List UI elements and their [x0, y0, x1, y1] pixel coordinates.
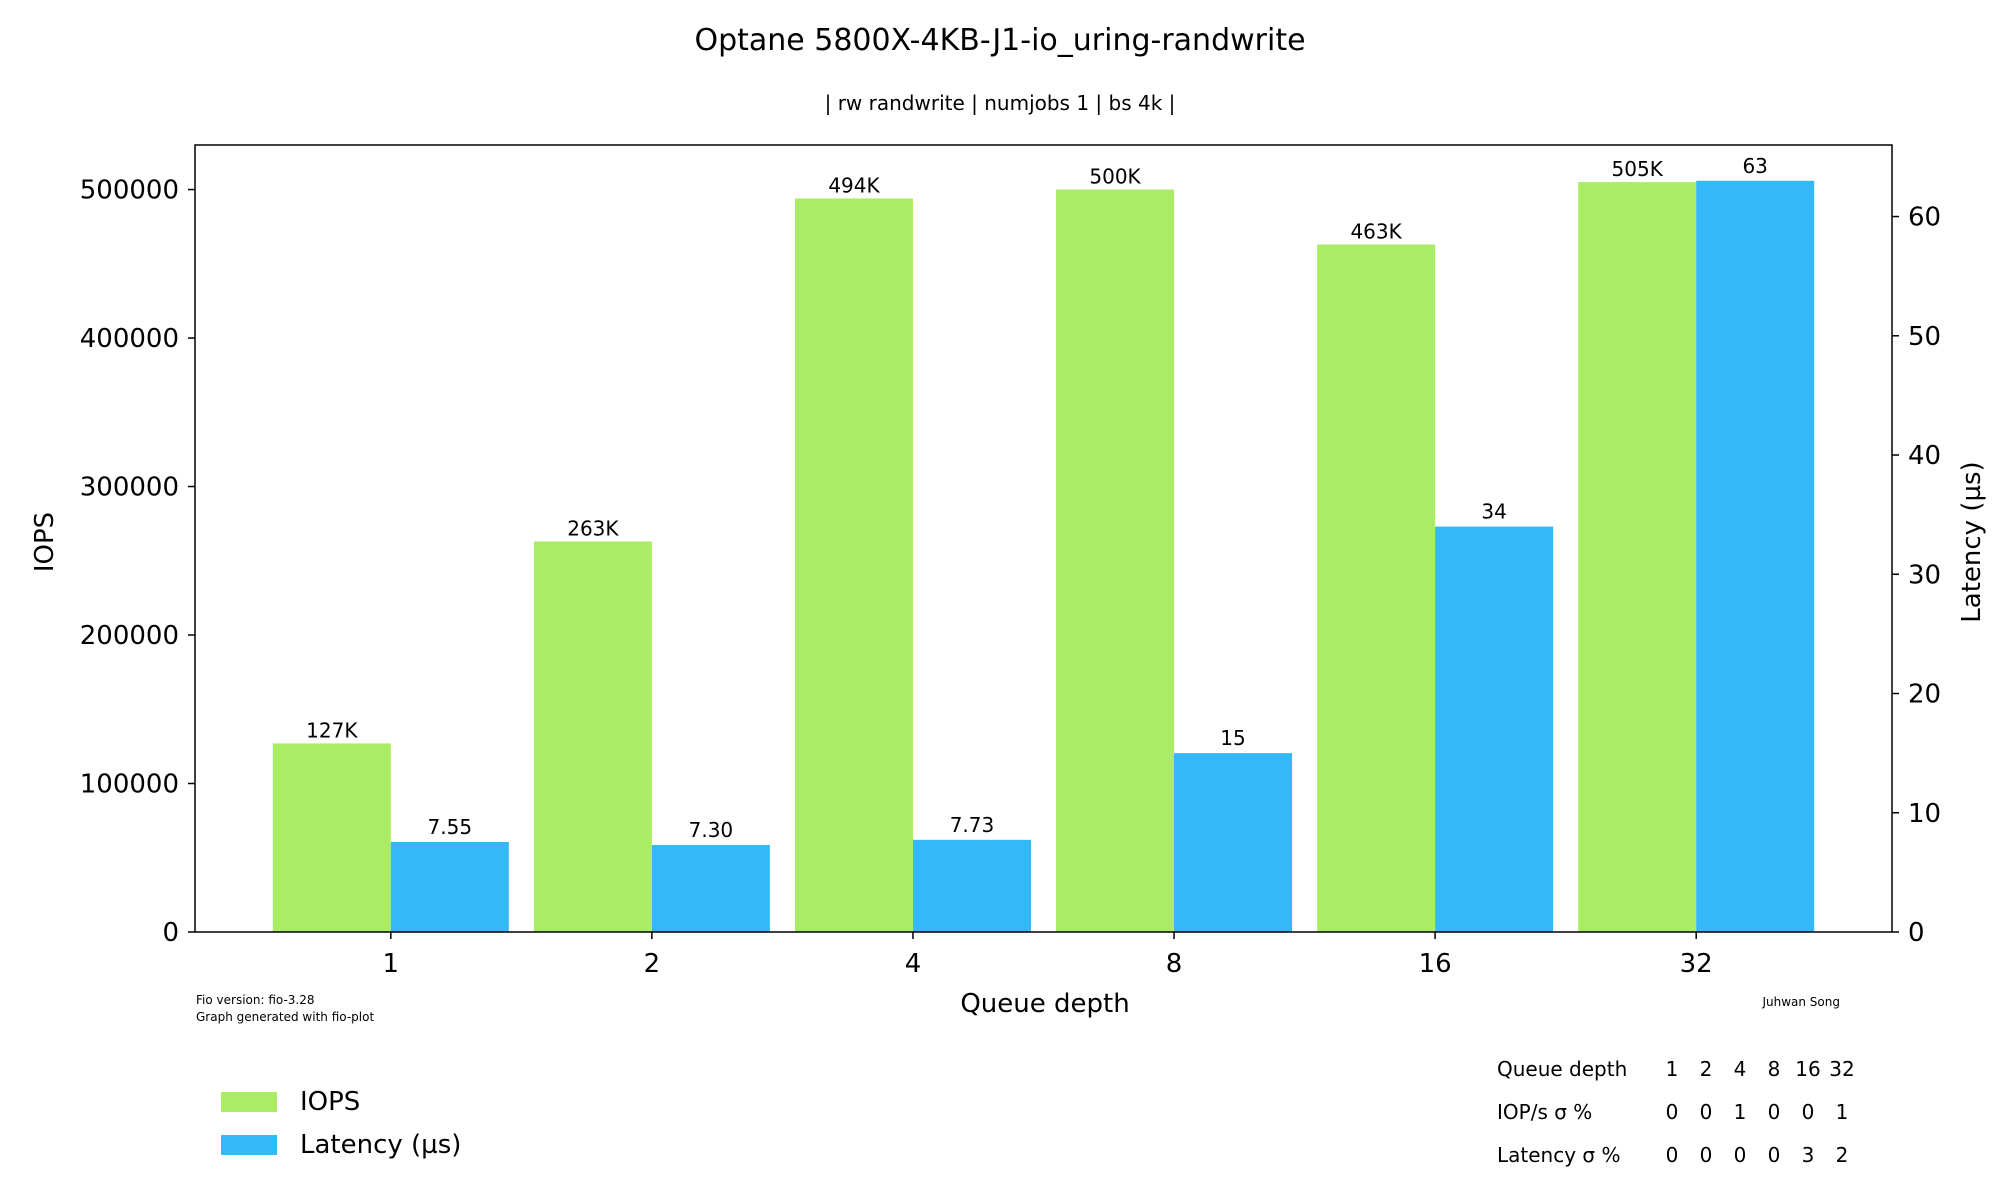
- iops-data-label: 494K: [828, 173, 880, 197]
- table-cell: 0: [1700, 1100, 1713, 1124]
- x-tick-label: 1: [383, 949, 400, 979]
- axes-layer: 1 2 4 8 16 32 0 100000 200000 300000 400000 500000 0…: [80, 144, 1941, 979]
- y-tick-label: 300000: [80, 473, 179, 503]
- y-tick-label: 200000: [80, 621, 179, 651]
- chart-title: Optane 5800X-4KB-J1-io_uring-randwrite: [694, 23, 1305, 58]
- y-tick-label: 100000: [80, 770, 179, 800]
- y2-tick-label: 40: [1908, 441, 1941, 471]
- x-tick-label: 8: [1166, 949, 1183, 979]
- latency-bar: [1696, 180, 1815, 933]
- iops-bar: [272, 743, 391, 932]
- latency-data-label: 7.73: [950, 813, 995, 837]
- y-tick-label: 0: [162, 918, 179, 948]
- latency-bar: [390, 841, 509, 932]
- plot-frame: [194, 144, 1893, 933]
- table-cell: 1: [1734, 1100, 1747, 1124]
- y2-tick-label: 0: [1908, 918, 1925, 948]
- y-tick-label: 400000: [80, 324, 179, 354]
- latency-bar: [1435, 526, 1554, 932]
- table-cell: 0: [1768, 1143, 1781, 1167]
- latency-bar: [912, 839, 1031, 932]
- iops-bar: [533, 541, 652, 932]
- y2-tick-label: 20: [1908, 680, 1941, 710]
- table-cell: 0: [1666, 1100, 1679, 1124]
- bars-layer: 127K 7.55 263K 7.30 494K 7.73 500K 15 463K 34 505K…: [272, 154, 1815, 933]
- latency-data-label: 63: [1742, 154, 1767, 178]
- latency-data-label: 15: [1220, 726, 1245, 750]
- iops-bar: [794, 198, 913, 932]
- iops-bar: [1578, 182, 1697, 933]
- footnote-generator: Graph generated with fio-plot: [196, 1010, 374, 1024]
- table-cell: 0: [1700, 1143, 1713, 1167]
- table-cell: 0: [1734, 1143, 1747, 1167]
- footnote-author: Juhwan Song: [1761, 995, 1840, 1009]
- table-cell: 0: [1666, 1143, 1679, 1167]
- iops-data-label: 463K: [1350, 219, 1402, 243]
- footnote-version: Fio version: fio-3.28: [196, 993, 315, 1007]
- table-cell: 0: [1802, 1100, 1815, 1124]
- table-cell: 1: [1836, 1100, 1849, 1124]
- legend-swatch-iops: [221, 1092, 277, 1112]
- table-cell: 32: [1829, 1057, 1854, 1081]
- iops-data-label: 500K: [1089, 165, 1141, 189]
- table-cell: 8: [1768, 1057, 1781, 1081]
- legend-label-iops: IOPS: [300, 1087, 360, 1117]
- table-cell: 4: [1734, 1057, 1747, 1081]
- table-cell: 0: [1768, 1100, 1781, 1124]
- latency-data-label: 7.55: [428, 815, 473, 839]
- x-tick-label: 16: [1419, 949, 1452, 979]
- table-row-label: Latency σ %: [1497, 1143, 1620, 1167]
- latency-data-label: 7.30: [689, 818, 734, 842]
- chart-subtitle: | rw randwrite | numjobs 1 | bs 4k |: [825, 91, 1176, 115]
- table-cell: 2: [1700, 1057, 1713, 1081]
- table-cell: 16: [1795, 1057, 1820, 1081]
- iops-data-label: 127K: [306, 718, 358, 742]
- iops-bar: [1317, 244, 1436, 933]
- y2-axis-label: Latency (µs): [1957, 461, 1987, 622]
- table-cell: 3: [1802, 1143, 1815, 1167]
- latency-bar: [1174, 753, 1293, 932]
- y2-tick-label: 10: [1908, 799, 1941, 829]
- table-cell: 1: [1666, 1057, 1679, 1081]
- y2-tick-label: 30: [1908, 560, 1941, 590]
- table-row-label: Queue depth: [1497, 1057, 1627, 1081]
- y2-tick-label: 50: [1908, 322, 1941, 352]
- latency-data-label: 34: [1481, 500, 1506, 524]
- x-tick-label: 4: [905, 949, 922, 979]
- latency-bar: [651, 844, 770, 932]
- table-cell: 2: [1836, 1143, 1849, 1167]
- legend-swatch-latency: [221, 1135, 277, 1155]
- y-tick-label: 500000: [80, 176, 179, 206]
- x-tick-label: 32: [1680, 949, 1713, 979]
- x-axis-label: Queue depth: [960, 989, 1129, 1019]
- iops-data-label: 263K: [567, 516, 619, 540]
- iops-bar: [1056, 189, 1175, 932]
- y2-tick-label: 60: [1908, 203, 1941, 233]
- y-axis-label: IOPS: [30, 512, 60, 572]
- iops-data-label: 505K: [1612, 157, 1664, 181]
- legend-label-latency: Latency (µs): [300, 1130, 461, 1160]
- legend: IOPS Latency (µs): [221, 1087, 461, 1160]
- x-tick-label: 2: [644, 949, 661, 979]
- table-row-label: IOP/s σ %: [1497, 1100, 1592, 1124]
